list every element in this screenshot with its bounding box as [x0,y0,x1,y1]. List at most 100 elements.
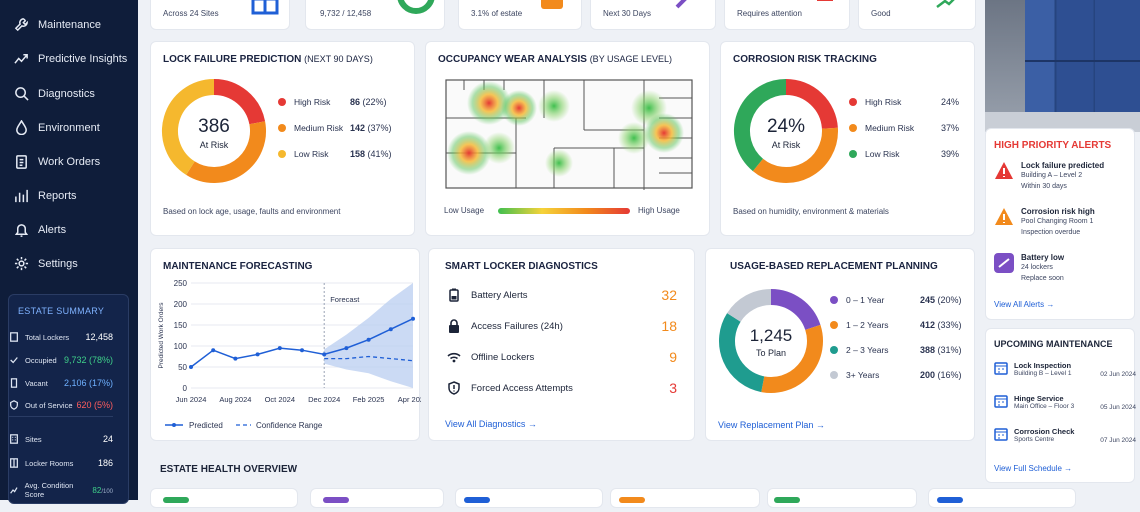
trend-icon [14,54,28,64]
estate-row-occupied: Occupied 9,732 (78%) [9,355,113,365]
donut-slice [785,79,838,130]
corrosion-donut [734,79,838,183]
occupancy-card: OCCUPANCY WEAR ANALYSIS (BY USAGE LEVEL)… [425,41,710,236]
corrosion-note: Based on humidity, environment & materia… [733,207,889,216]
x-tick-label: Apr 2025 [398,395,421,404]
diag-row-battery[interactable]: Battery Alerts 32 [447,287,677,303]
nav-maintenance[interactable]: Maintenance [14,17,101,32]
droplet-icon [16,120,27,135]
occupancy-title: OCCUPANCY WEAR ANALYSIS (BY USAGE LEVEL) [438,54,673,65]
estate-row-condition-score: Avg. Condition Score 82/100 [9,481,113,499]
x-tick-label: Oct 2024 [265,395,295,404]
predicted-point [300,348,304,353]
shield-icon [448,381,460,395]
kpi-sub: Good [871,9,891,18]
legend-low-risk: Low Risk 39% [849,149,964,159]
kpi-total-lockers: Across 24 Sites [150,0,290,30]
legend-medium-risk: Medium Risk 142 (37%) [278,123,403,133]
y-tick-label: 50 [178,363,187,372]
warning-triangle-icon [995,162,1013,179]
warning-triangle-icon [995,208,1013,225]
forecast-title: MAINTENANCE FORECASTING [163,261,313,272]
estate-row-locker-rooms: Locker Rooms 186 [9,458,113,468]
donut-slice [761,324,823,393]
health-tile[interactable] [928,488,1076,508]
kpi-sub: Across 24 Sites [163,9,219,18]
legend-predicted-dot [172,423,176,427]
floorplan-heatmap [445,79,693,190]
corrosion-title: CORROSION RISK TRACKING [733,54,877,65]
health-tile[interactable] [310,488,444,508]
door-icon [10,378,18,388]
maintenance-item[interactable]: Lock Inspection Building B – Level 1 02 Ju… [994,361,1136,378]
alert-item[interactable]: Lock failure predicted Building A – Level… [994,161,1134,192]
nav-work-orders[interactable]: Work Orders [14,154,100,169]
usage-gradient-bar [498,208,630,214]
nav-label: Reports [38,189,77,202]
nav-label: Predictive Insights [38,52,128,65]
donut-slice [770,289,821,331]
predicted-point [344,346,349,351]
legend-0-1-year: 0 – 1 Year 245 (20%) [830,295,970,305]
health-tile[interactable] [767,488,917,508]
donut-slice [752,127,838,183]
room-icon [10,458,18,468]
battery-low-icon [994,253,1014,273]
diag-row-access-failures[interactable]: Access Failures (24h) 18 [447,318,677,334]
health-tile[interactable] [455,488,603,508]
predicted-point [233,356,238,361]
gear-icon [14,256,29,271]
nav-diagnostics[interactable]: Diagnostics [14,86,95,101]
nav-settings[interactable]: Settings [14,256,78,271]
diag-row-forced-access[interactable]: Forced Access Attempts 3 [447,380,677,396]
predicted-point [211,348,216,353]
health-tile[interactable] [610,488,760,508]
kpi-alerts: Requires attention [724,0,850,30]
estate-row-sites: Sites 24 [9,434,113,444]
estate-health-section: ESTATE HEALTH OVERVIEW [150,452,978,512]
y-tick-label: 250 [174,279,188,288]
predicted-point [255,352,260,357]
nav-environment[interactable]: Environment [14,120,100,135]
calendar-icon [994,362,1008,375]
nav-predictive-insights[interactable]: Predictive Insights [14,51,127,66]
forecast-card: MAINTENANCE FORECASTING Predicted Work O… [150,248,421,441]
view-replacement-plan-link[interactable]: View Replacement Plan → [718,420,825,430]
divider [9,416,113,417]
locker-icon [251,0,279,15]
replacement-center-value: 1,245 [749,326,793,345]
view-all-diagnostics-link[interactable]: View All Diagnostics → [445,419,537,429]
view-full-schedule-link[interactable]: View Full Schedule → [994,464,1073,473]
bell-icon [14,224,29,237]
magnifier-icon [15,87,29,101]
donut-slice [727,289,772,323]
lock-center-sub: At Risk [199,140,229,150]
confidence-line [324,355,414,362]
maintenance-item[interactable]: Hinge Service Main Office – Floor 3 05 Jun… [994,394,1136,411]
upcoming-card: UPCOMING MAINTENANCE Lock Inspection Buil… [985,328,1136,483]
alert-item[interactable]: Battery low 24 lockers Replace soon [994,253,1134,284]
nav-label: Diagnostics [38,87,95,100]
building-icon [10,434,18,444]
lock-failure-donut [162,79,266,183]
replacement-donut [719,289,823,393]
replacement-title: USAGE-BASED REPLACEMENT PLANNING [730,261,938,272]
predicted-point [322,352,327,357]
trend-icon [936,0,955,8]
nav-label: Alerts [38,223,67,236]
predicted-point [189,365,193,369]
view-all-alerts-link[interactable]: View All Alerts → [994,300,1055,309]
bell-icon [817,0,833,1]
diag-row-offline[interactable]: Offline Lockers 9 [447,349,677,365]
y-tick-label: 150 [174,321,188,330]
legend-low-risk: Low Risk 158 (41%) [278,149,403,159]
upcoming-title: UPCOMING MAINTENANCE [994,339,1113,349]
nav-reports[interactable]: Reports [14,188,77,203]
health-tile[interactable] [150,488,298,508]
kpi-next-30-days: Next 30 Days [590,0,716,30]
bar-chart-icon [15,189,28,203]
nav-alerts[interactable]: Alerts [14,222,66,237]
donut-slice [162,79,215,175]
maintenance-item[interactable]: Corrosion Check Sports Centre 07 Jun 2024 [994,427,1136,444]
